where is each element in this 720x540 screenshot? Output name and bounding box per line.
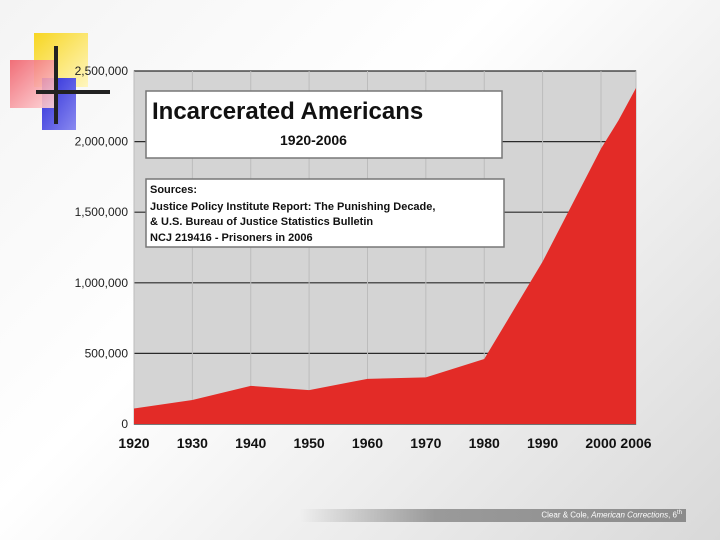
footer-authors: Clear & Cole, — [541, 510, 592, 520]
x-tick-label: 1960 — [352, 435, 383, 451]
sources-line-2: Justice Policy Institute Report: The Pun… — [150, 201, 435, 213]
y-tick-label: 2,000,000 — [75, 135, 129, 149]
footer-book-title: American Corrections — [591, 510, 669, 520]
x-tick-label: 2000 — [585, 435, 616, 451]
y-tick-label: 0 — [121, 417, 128, 431]
title-box: Incarcerated Americans 1920-2006 — [145, 90, 503, 159]
decorative-squares — [10, 33, 110, 130]
footer-edition-suffix: th — [676, 510, 682, 516]
x-tick-label: 1930 — [177, 435, 208, 451]
x-tick-label: 2006 — [620, 435, 651, 451]
x-tick-label: 1950 — [294, 435, 325, 451]
deco-vertical-bar — [54, 46, 58, 124]
y-tick-label: 1,000,000 — [75, 276, 129, 290]
sources-line-1: Sources: — [150, 184, 197, 196]
x-axis-ticks: 1920 1930 1940 1950 1960 1970 1980 1990 2000 2006 — [118, 435, 651, 451]
x-tick-label: 1980 — [469, 435, 500, 451]
chart-subtitle: 1920-2006 — [280, 132, 347, 148]
x-tick-label: 1940 — [235, 435, 266, 451]
area-series — [134, 87, 636, 424]
sources-line-4: NCJ 219416 - Prisoners in 2006 — [150, 232, 313, 244]
deco-red-square — [10, 60, 58, 108]
chart-title: Incarcerated Americans — [152, 98, 423, 125]
footer-bar — [300, 509, 686, 522]
y-tick-label: 2,500,000 — [75, 64, 129, 78]
y-tick-label: 1,500,000 — [75, 205, 129, 219]
x-tick-label: 1970 — [410, 435, 441, 451]
sources-box: Sources: Justice Policy Institute Report… — [145, 178, 505, 248]
footer-edition: , 6 — [668, 510, 677, 520]
y-axis-ticks: 0 500,000 1,000,000 1,500,000 2,000,000 2,500… — [75, 64, 129, 431]
deco-horizontal-bar — [36, 90, 110, 94]
sources-line-3: & U.S. Bureau of Justice Statistics Bull… — [150, 216, 373, 228]
footer-citation: Clear & Cole, American Corrections, 6th — [541, 510, 682, 520]
y-tick-label: 500,000 — [85, 346, 129, 360]
x-tick-label: 1990 — [527, 435, 558, 451]
x-tick-label: 1920 — [118, 435, 149, 451]
